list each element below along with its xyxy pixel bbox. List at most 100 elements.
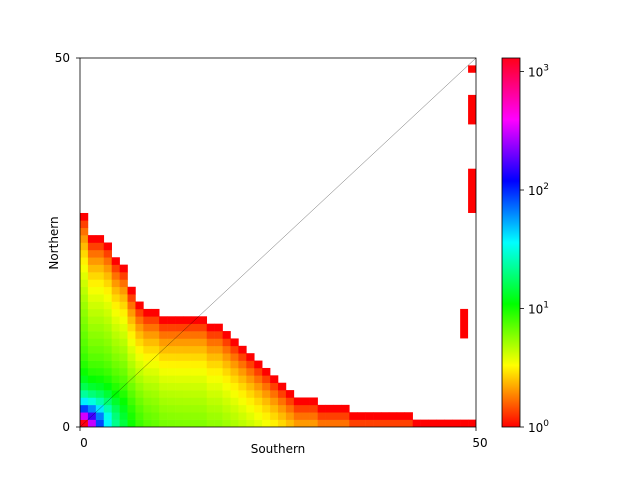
heatmap-cell bbox=[325, 412, 334, 420]
heatmap-cell bbox=[95, 249, 105, 258]
heatmap-cell bbox=[182, 397, 192, 406]
heatmap-cell bbox=[135, 316, 144, 324]
heatmap-cell bbox=[278, 382, 287, 391]
heatmap-cell bbox=[111, 419, 120, 427]
heatmap-cell bbox=[175, 412, 184, 420]
heatmap-cell bbox=[404, 419, 413, 427]
heatmap-cell bbox=[159, 360, 168, 369]
heatmap-cell bbox=[167, 382, 176, 391]
heatmap-cell bbox=[127, 419, 136, 427]
heatmap-cell bbox=[111, 316, 120, 324]
heatmap-cell bbox=[103, 249, 112, 258]
heatmap-cell bbox=[103, 242, 112, 251]
heatmap-cell bbox=[175, 353, 184, 361]
heatmap-cell bbox=[135, 390, 144, 398]
heatmap-cell bbox=[143, 397, 152, 406]
heatmap-cell bbox=[175, 345, 184, 354]
heatmap-cell bbox=[143, 331, 152, 339]
heatmap-cell bbox=[182, 367, 192, 376]
heatmap-cell bbox=[167, 390, 176, 398]
heatmap-cell bbox=[111, 375, 120, 384]
heatmap-cell bbox=[135, 375, 144, 384]
heatmap-cell bbox=[80, 382, 89, 391]
heatmap-cell bbox=[127, 316, 136, 324]
heatmap-cell bbox=[214, 367, 223, 376]
heatmap-cell bbox=[396, 419, 406, 427]
heatmap-cell bbox=[135, 308, 144, 317]
heatmap-cell bbox=[175, 360, 184, 369]
heatmap-cell bbox=[151, 419, 160, 427]
heatmap-cell bbox=[127, 404, 136, 413]
heatmap-cell bbox=[214, 390, 223, 398]
heatmap-cell bbox=[206, 390, 215, 398]
heatmap-cell bbox=[159, 331, 168, 339]
heatmap-cell bbox=[143, 367, 152, 376]
heatmap-cell bbox=[254, 382, 263, 391]
heatmap-cell bbox=[151, 367, 160, 376]
heatmap-cell bbox=[198, 316, 208, 324]
heatmap-cell bbox=[127, 308, 136, 317]
heatmap-cell bbox=[135, 360, 144, 369]
heatmap-cell bbox=[214, 419, 223, 427]
heatmap-cell bbox=[80, 257, 89, 265]
heatmap-cell bbox=[135, 323, 144, 332]
heatmap-cell bbox=[87, 308, 97, 317]
heatmap-cell bbox=[87, 242, 97, 251]
heatmap-cell bbox=[206, 375, 215, 384]
heatmap-cell bbox=[103, 382, 112, 391]
heatmap-cell bbox=[246, 367, 255, 376]
heatmap-cell bbox=[246, 419, 255, 427]
heatmap-cell bbox=[87, 279, 97, 288]
heatmap-cell bbox=[127, 412, 136, 420]
heatmap-cell bbox=[262, 412, 271, 420]
heatmap-cell bbox=[159, 353, 168, 361]
heatmap-cell bbox=[278, 397, 287, 406]
heatmap-cell bbox=[246, 360, 255, 369]
heatmap-cell bbox=[365, 419, 374, 427]
heatmap-cell bbox=[293, 419, 303, 427]
heatmap-cell bbox=[167, 397, 176, 406]
heatmap-cell bbox=[80, 404, 89, 413]
heatmap-cell bbox=[412, 419, 421, 427]
heatmap-cell bbox=[95, 390, 105, 398]
heatmap-cell bbox=[119, 397, 128, 406]
heatmap-cell bbox=[238, 367, 247, 376]
heatmap-cell-isolated bbox=[460, 308, 469, 339]
heatmap-cell bbox=[87, 323, 97, 332]
heatmap-cell bbox=[214, 404, 223, 413]
heatmap-cell bbox=[190, 382, 200, 391]
heatmap-cell bbox=[95, 235, 105, 243]
heatmap-cell bbox=[230, 375, 239, 384]
heatmap-cell bbox=[270, 382, 279, 391]
heatmap-cell bbox=[270, 404, 279, 413]
heatmap-cell bbox=[309, 397, 318, 406]
heatmap-cell bbox=[127, 360, 136, 369]
heatmap-cell bbox=[357, 412, 366, 420]
heatmap-cell bbox=[95, 316, 105, 324]
heatmap-cell bbox=[103, 323, 112, 332]
heatmap-cell bbox=[246, 390, 255, 398]
heatmap-cell bbox=[230, 397, 239, 406]
heatmap-cell bbox=[80, 308, 89, 317]
heatmap-cell bbox=[230, 390, 239, 398]
y-tick-label: 0 bbox=[62, 420, 70, 434]
heatmap-cell bbox=[380, 419, 390, 427]
heatmap-cell bbox=[135, 412, 144, 420]
heatmap-cell bbox=[135, 338, 144, 347]
heatmap-cell bbox=[111, 404, 120, 413]
heatmap-cell bbox=[119, 419, 128, 427]
heatmap-cell bbox=[167, 331, 176, 339]
heatmap-cell bbox=[452, 419, 461, 427]
heatmap-cell bbox=[175, 316, 184, 324]
heatmap-cell bbox=[396, 412, 406, 420]
heatmap-cell bbox=[159, 390, 168, 398]
heatmap-cell bbox=[190, 404, 200, 413]
heatmap-cell bbox=[95, 397, 105, 406]
heatmap-cell bbox=[285, 412, 295, 420]
heatmap-cell bbox=[151, 323, 160, 332]
heatmap-cell bbox=[222, 419, 231, 427]
heatmap-cell bbox=[301, 419, 310, 427]
colorbar-tick-label: 103 bbox=[528, 64, 549, 80]
heatmap-cell bbox=[285, 419, 295, 427]
heatmap-cell bbox=[293, 397, 303, 406]
